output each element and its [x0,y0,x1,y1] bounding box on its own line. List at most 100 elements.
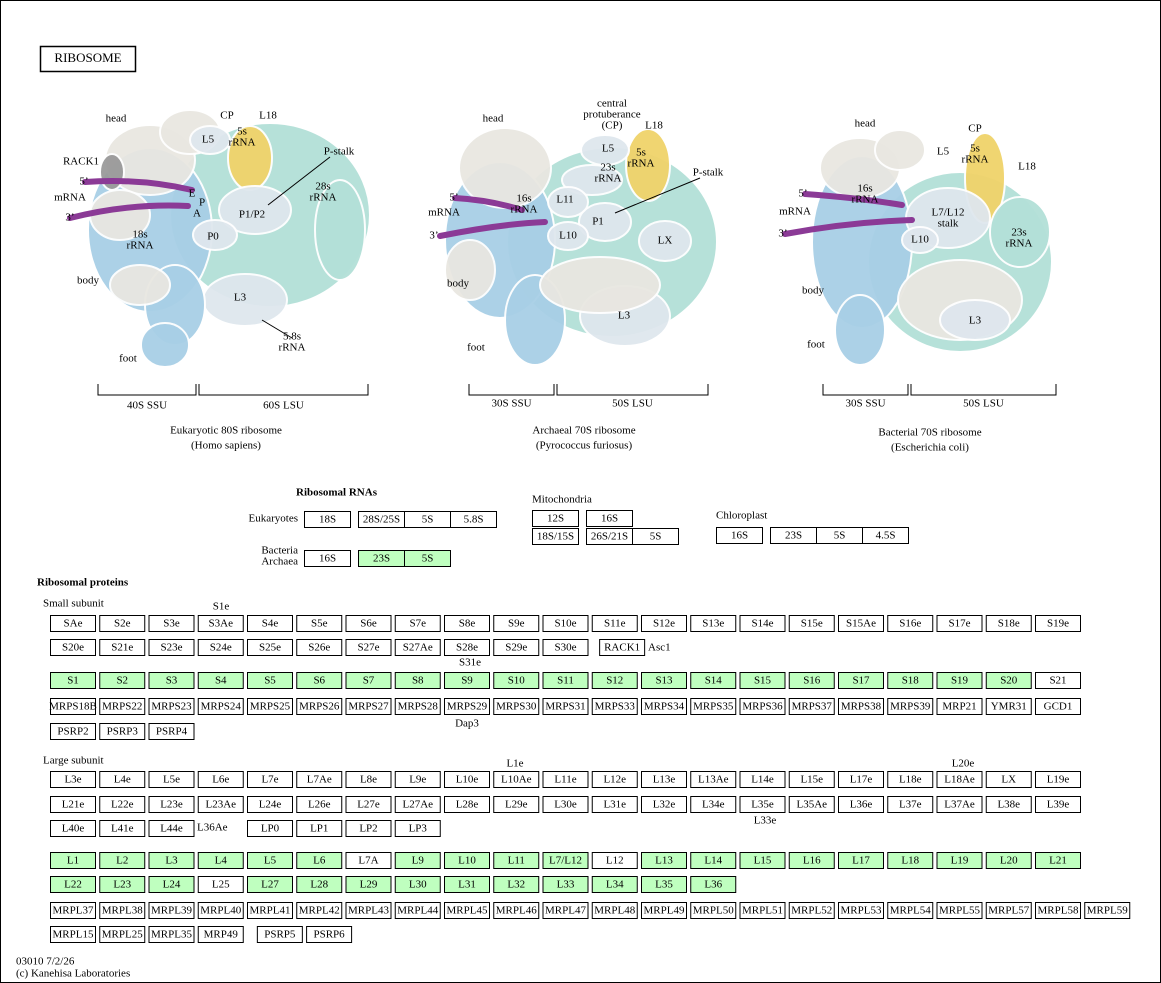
gene-box[interactable] [148,672,195,689]
gene-box[interactable] [1035,902,1081,919]
gene-label[interactable]: L7Ae [307,774,332,786]
gene-label[interactable]: S20 [1000,675,1018,687]
gene-label[interactable]: 23S [373,553,390,565]
gene-label[interactable]: LP2 [359,823,377,835]
gene-label[interactable]: L14e [751,774,774,786]
gene-label[interactable]: S19e [1047,618,1069,630]
gene-label[interactable]: S27e [358,642,380,654]
gene-box[interactable] [493,698,540,715]
gene-label[interactable]: L18Ae [944,774,975,786]
gene-box[interactable] [247,615,293,632]
gene-label[interactable]: S7 [363,675,375,687]
gene-box[interactable] [690,771,737,788]
gene-box[interactable] [739,698,786,715]
gene-box[interactable] [394,796,441,813]
gene-label[interactable]: L5e [163,774,180,786]
gene-box[interactable] [641,796,687,813]
gene-label[interactable]: 16S [601,513,618,525]
gene-box[interactable] [247,852,293,869]
gene-label[interactable]: L14 [704,855,722,867]
gene-box[interactable] [1084,902,1131,919]
gene-label[interactable]: 16S [319,553,336,565]
gene-box[interactable] [936,698,983,715]
gene-box[interactable] [345,771,392,788]
gene-label[interactable]: S28e [456,642,478,654]
gene-box[interactable] [690,672,737,689]
gene-label[interactable]: 26S/21S [591,531,628,543]
gene-box[interactable] [394,615,441,632]
gene-label[interactable]: MRPL37 [53,905,94,917]
gene-label[interactable]: L15 [754,855,772,867]
gene-box[interactable] [1035,615,1081,632]
gene-box[interactable] [641,876,687,893]
gene-box[interactable] [444,672,490,689]
gene-box[interactable] [936,771,983,788]
gene-label[interactable]: L19e [1047,774,1070,786]
gene-label[interactable]: L21e [62,799,85,811]
gene-label[interactable]: S5 [264,675,276,687]
gene-box[interactable] [99,902,146,919]
gene-label[interactable]: L28 [310,879,328,891]
gene-box[interactable] [306,926,353,943]
gene-label[interactable]: 18S [319,514,336,526]
gene-box[interactable] [247,639,293,656]
gene-box[interactable] [296,615,343,632]
gene-box[interactable] [716,527,763,544]
gene-box[interactable] [838,852,884,869]
gene-label[interactable]: L8e [360,774,377,786]
gene-box[interactable] [1035,672,1081,689]
gene-label[interactable]: L40e [62,823,85,835]
gene-box[interactable] [197,926,244,943]
gene-label[interactable]: L37Ae [944,799,975,811]
gene-box[interactable] [542,902,589,919]
gene-box[interactable] [985,852,1032,869]
gene-label[interactable]: L5 [264,855,277,867]
gene-box[interactable] [404,550,451,567]
gene-label[interactable]: L9e [409,774,426,786]
gene-box[interactable] [345,796,392,813]
gene-box[interactable] [444,902,490,919]
gene-label[interactable]: L18 [901,855,919,867]
gene-box[interactable] [586,510,633,527]
gene-label[interactable]: L17e [850,774,873,786]
gene-box[interactable] [50,615,96,632]
gene-label[interactable]: L12e [603,774,626,786]
gene-box[interactable] [444,876,490,893]
gene-label[interactable]: S23e [161,642,183,654]
gene-label[interactable]: S3Ae [209,618,234,630]
gene-box[interactable] [247,771,293,788]
gene-box[interactable] [641,771,687,788]
gene-box[interactable] [50,852,96,869]
gene-label[interactable]: L35 [655,879,673,891]
gene-box[interactable] [788,698,835,715]
gene-label[interactable]: S7e [410,618,427,630]
gene-label[interactable]: MRPL45 [447,905,488,917]
gene-box[interactable] [296,902,343,919]
gene-label[interactable]: S13 [655,675,673,687]
gene-label[interactable]: S5e [311,618,328,630]
gene-box[interactable] [304,550,351,567]
gene-box[interactable] [197,672,244,689]
gene-label[interactable]: L7e [261,774,278,786]
gene-label[interactable]: L4 [215,855,228,867]
gene-label[interactable]: MRPL40 [200,905,241,917]
gene-label[interactable]: MRPS28 [398,701,439,713]
gene-label[interactable]: S3e [163,618,180,630]
gene-box[interactable] [739,902,786,919]
gene-box[interactable] [444,852,490,869]
gene-label[interactable]: PSRP4 [156,726,188,738]
gene-box[interactable] [493,771,540,788]
gene-box[interactable] [304,511,351,528]
gene-box[interactable] [887,698,934,715]
gene-label[interactable]: L7/L12 [549,855,582,867]
gene-label[interactable]: MRPS37 [792,701,833,713]
gene-box[interactable] [838,615,884,632]
gene-box[interactable] [690,796,737,813]
gene-label[interactable]: PSRP6 [313,929,345,941]
gene-box[interactable] [444,771,490,788]
gene-box[interactable] [493,672,540,689]
gene-label[interactable]: L41e [111,823,134,835]
gene-box[interactable] [50,639,96,656]
gene-box[interactable] [838,698,884,715]
gene-label[interactable]: L22 [64,879,82,891]
